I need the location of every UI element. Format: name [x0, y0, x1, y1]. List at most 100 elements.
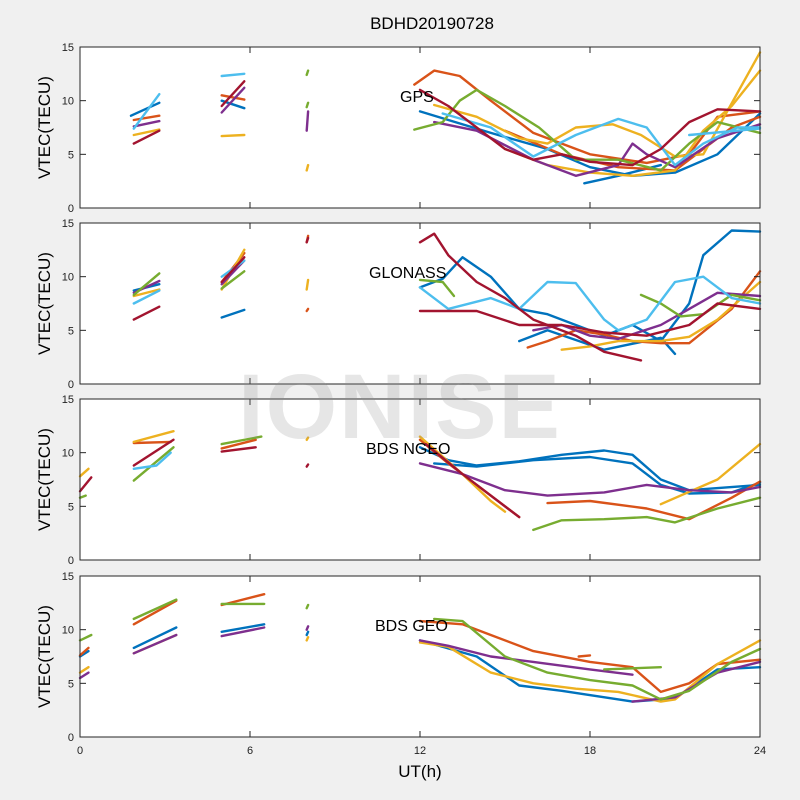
series-2-segment-0 — [132, 128, 161, 137]
series-4-segment-1 — [132, 446, 175, 482]
series-5-segment-2 — [418, 275, 762, 332]
series-3-segment-3 — [433, 120, 762, 177]
panel-0: 0 5 10 15 VTEC(TECU) GPS — [35, 42, 762, 215]
series-4-segment-0 — [78, 494, 87, 499]
series-2-segment-1 — [132, 430, 175, 444]
y-tick-label: 15 — [62, 571, 74, 583]
series-2-segment-2 — [305, 636, 310, 642]
series-4-segment-0 — [305, 69, 310, 77]
series-6-segment-1 — [132, 438, 175, 467]
series-0-segment-0 — [129, 101, 161, 117]
series-1-segment-2 — [305, 307, 310, 313]
series-3-segment-0 — [418, 462, 762, 497]
series-6-segment-3 — [418, 232, 643, 362]
series-4-segment-3 — [532, 496, 762, 532]
series-6-segment-0 — [132, 129, 161, 145]
series-4-segment-3 — [639, 293, 762, 318]
x-tick-label: 12 — [414, 745, 426, 757]
series-2-segment-2 — [305, 436, 310, 441]
series-3-segment-2 — [220, 626, 266, 638]
series-4-segment-1 — [305, 101, 310, 109]
y-tick-label: 5 — [68, 325, 74, 337]
panel-label: BDS GEO — [375, 618, 448, 635]
panel-2: 0 5 10 15 VTEC(TECU) BDS NGEO — [35, 394, 762, 567]
y-axis-label: VTEC(TECU) — [35, 428, 54, 531]
y-tick-label: 0 — [68, 555, 74, 567]
series-6-segment-4 — [424, 442, 521, 519]
y-tick-label: 10 — [62, 96, 74, 108]
x-axis-label: UT(h) — [398, 762, 441, 781]
series-2-segment-0 — [78, 467, 90, 478]
series-5-segment-2 — [441, 112, 762, 167]
series-0-segment-1 — [220, 308, 246, 319]
series-1-segment-4 — [577, 654, 592, 658]
series-3-segment-3 — [305, 625, 310, 631]
series-6-segment-0 — [132, 305, 161, 321]
series-1-segment-0 — [132, 440, 172, 445]
y-tick-label: 0 — [68, 203, 74, 215]
y-tick-label: 10 — [62, 625, 74, 637]
x-tick-label: 6 — [247, 745, 253, 757]
series-4-segment-0 — [132, 272, 161, 297]
panel-label: GLONASS — [369, 265, 446, 282]
series-1-segment-1 — [220, 438, 257, 450]
series-4-segment-5 — [603, 666, 662, 671]
series-2-segment-4 — [659, 442, 762, 506]
y-tick-label: 10 — [62, 448, 74, 460]
y-axis-label: VTEC(TECU) — [35, 605, 54, 708]
series-2-segment-2 — [305, 278, 310, 291]
y-tick-label: 5 — [68, 678, 74, 690]
series-2-segment-0 — [78, 666, 90, 674]
series-5-segment-0 — [132, 93, 161, 130]
y-tick-label: 0 — [68, 732, 74, 744]
series-1-segment-0 — [132, 114, 161, 122]
series-6-segment-1 — [220, 256, 246, 284]
panels: 0 5 10 15 VTEC(TECU) GPS 0 5 10 15 VTEC(TECU) GLONA… — [35, 42, 766, 757]
series-4-segment-0 — [78, 633, 93, 642]
panel-3: 0 5 10 15 0 6 12 18 24 VTEC(TECU) BDS GEO — [35, 571, 766, 757]
x-tick-label: 0 — [77, 745, 83, 757]
series-3-segment-0 — [132, 119, 161, 128]
series-2-segment-3 — [418, 639, 762, 703]
series-6-segment-2 — [418, 88, 762, 167]
series-5-segment-1 — [220, 72, 246, 78]
series-3-segment-1 — [220, 86, 246, 114]
series-1-segment-2 — [413, 69, 762, 165]
plot-area — [80, 399, 760, 560]
series-1-segment-1 — [220, 94, 246, 101]
series-1-segment-3 — [546, 480, 762, 521]
x-tick-label: 18 — [584, 745, 596, 757]
series-6-segment-4 — [418, 302, 762, 337]
y-tick-label: 5 — [68, 501, 74, 513]
series-4-segment-3 — [305, 603, 310, 610]
series-0-segment-4 — [418, 639, 762, 703]
y-tick-label: 15 — [62, 394, 74, 406]
series-4-segment-2 — [220, 435, 263, 446]
plot-area — [80, 576, 760, 737]
y-tick-label: 15 — [62, 42, 74, 54]
series-1-segment-0 — [78, 646, 90, 657]
series-0-segment-0 — [418, 446, 762, 492]
series-2-segment-0 — [132, 288, 161, 298]
y-tick-label: 0 — [68, 379, 74, 391]
x-tick-label: 24 — [754, 745, 766, 757]
series-6-segment-3 — [305, 463, 310, 468]
series-6-segment-2 — [220, 446, 257, 453]
series-5-segment-0 — [132, 451, 172, 470]
series-2-segment-2 — [305, 163, 310, 172]
panel-1: 0 5 10 15 VTEC(TECU) GLONASS — [35, 218, 762, 391]
y-tick-label: 5 — [68, 149, 74, 161]
series-0-segment-2 — [418, 110, 762, 177]
series-3-segment-0 — [78, 671, 90, 680]
series-5-segment-0 — [132, 289, 161, 305]
series-4-segment-2 — [418, 278, 456, 298]
plot-area — [80, 223, 760, 384]
series-3-segment-1 — [132, 633, 178, 655]
y-tick-label: 15 — [62, 218, 74, 230]
series-6-segment-0 — [78, 476, 93, 493]
series-4-segment-1 — [220, 270, 246, 290]
series-1-segment-1 — [132, 599, 178, 626]
series-1-segment-3 — [418, 619, 762, 694]
series-4-segment-1 — [132, 598, 178, 621]
